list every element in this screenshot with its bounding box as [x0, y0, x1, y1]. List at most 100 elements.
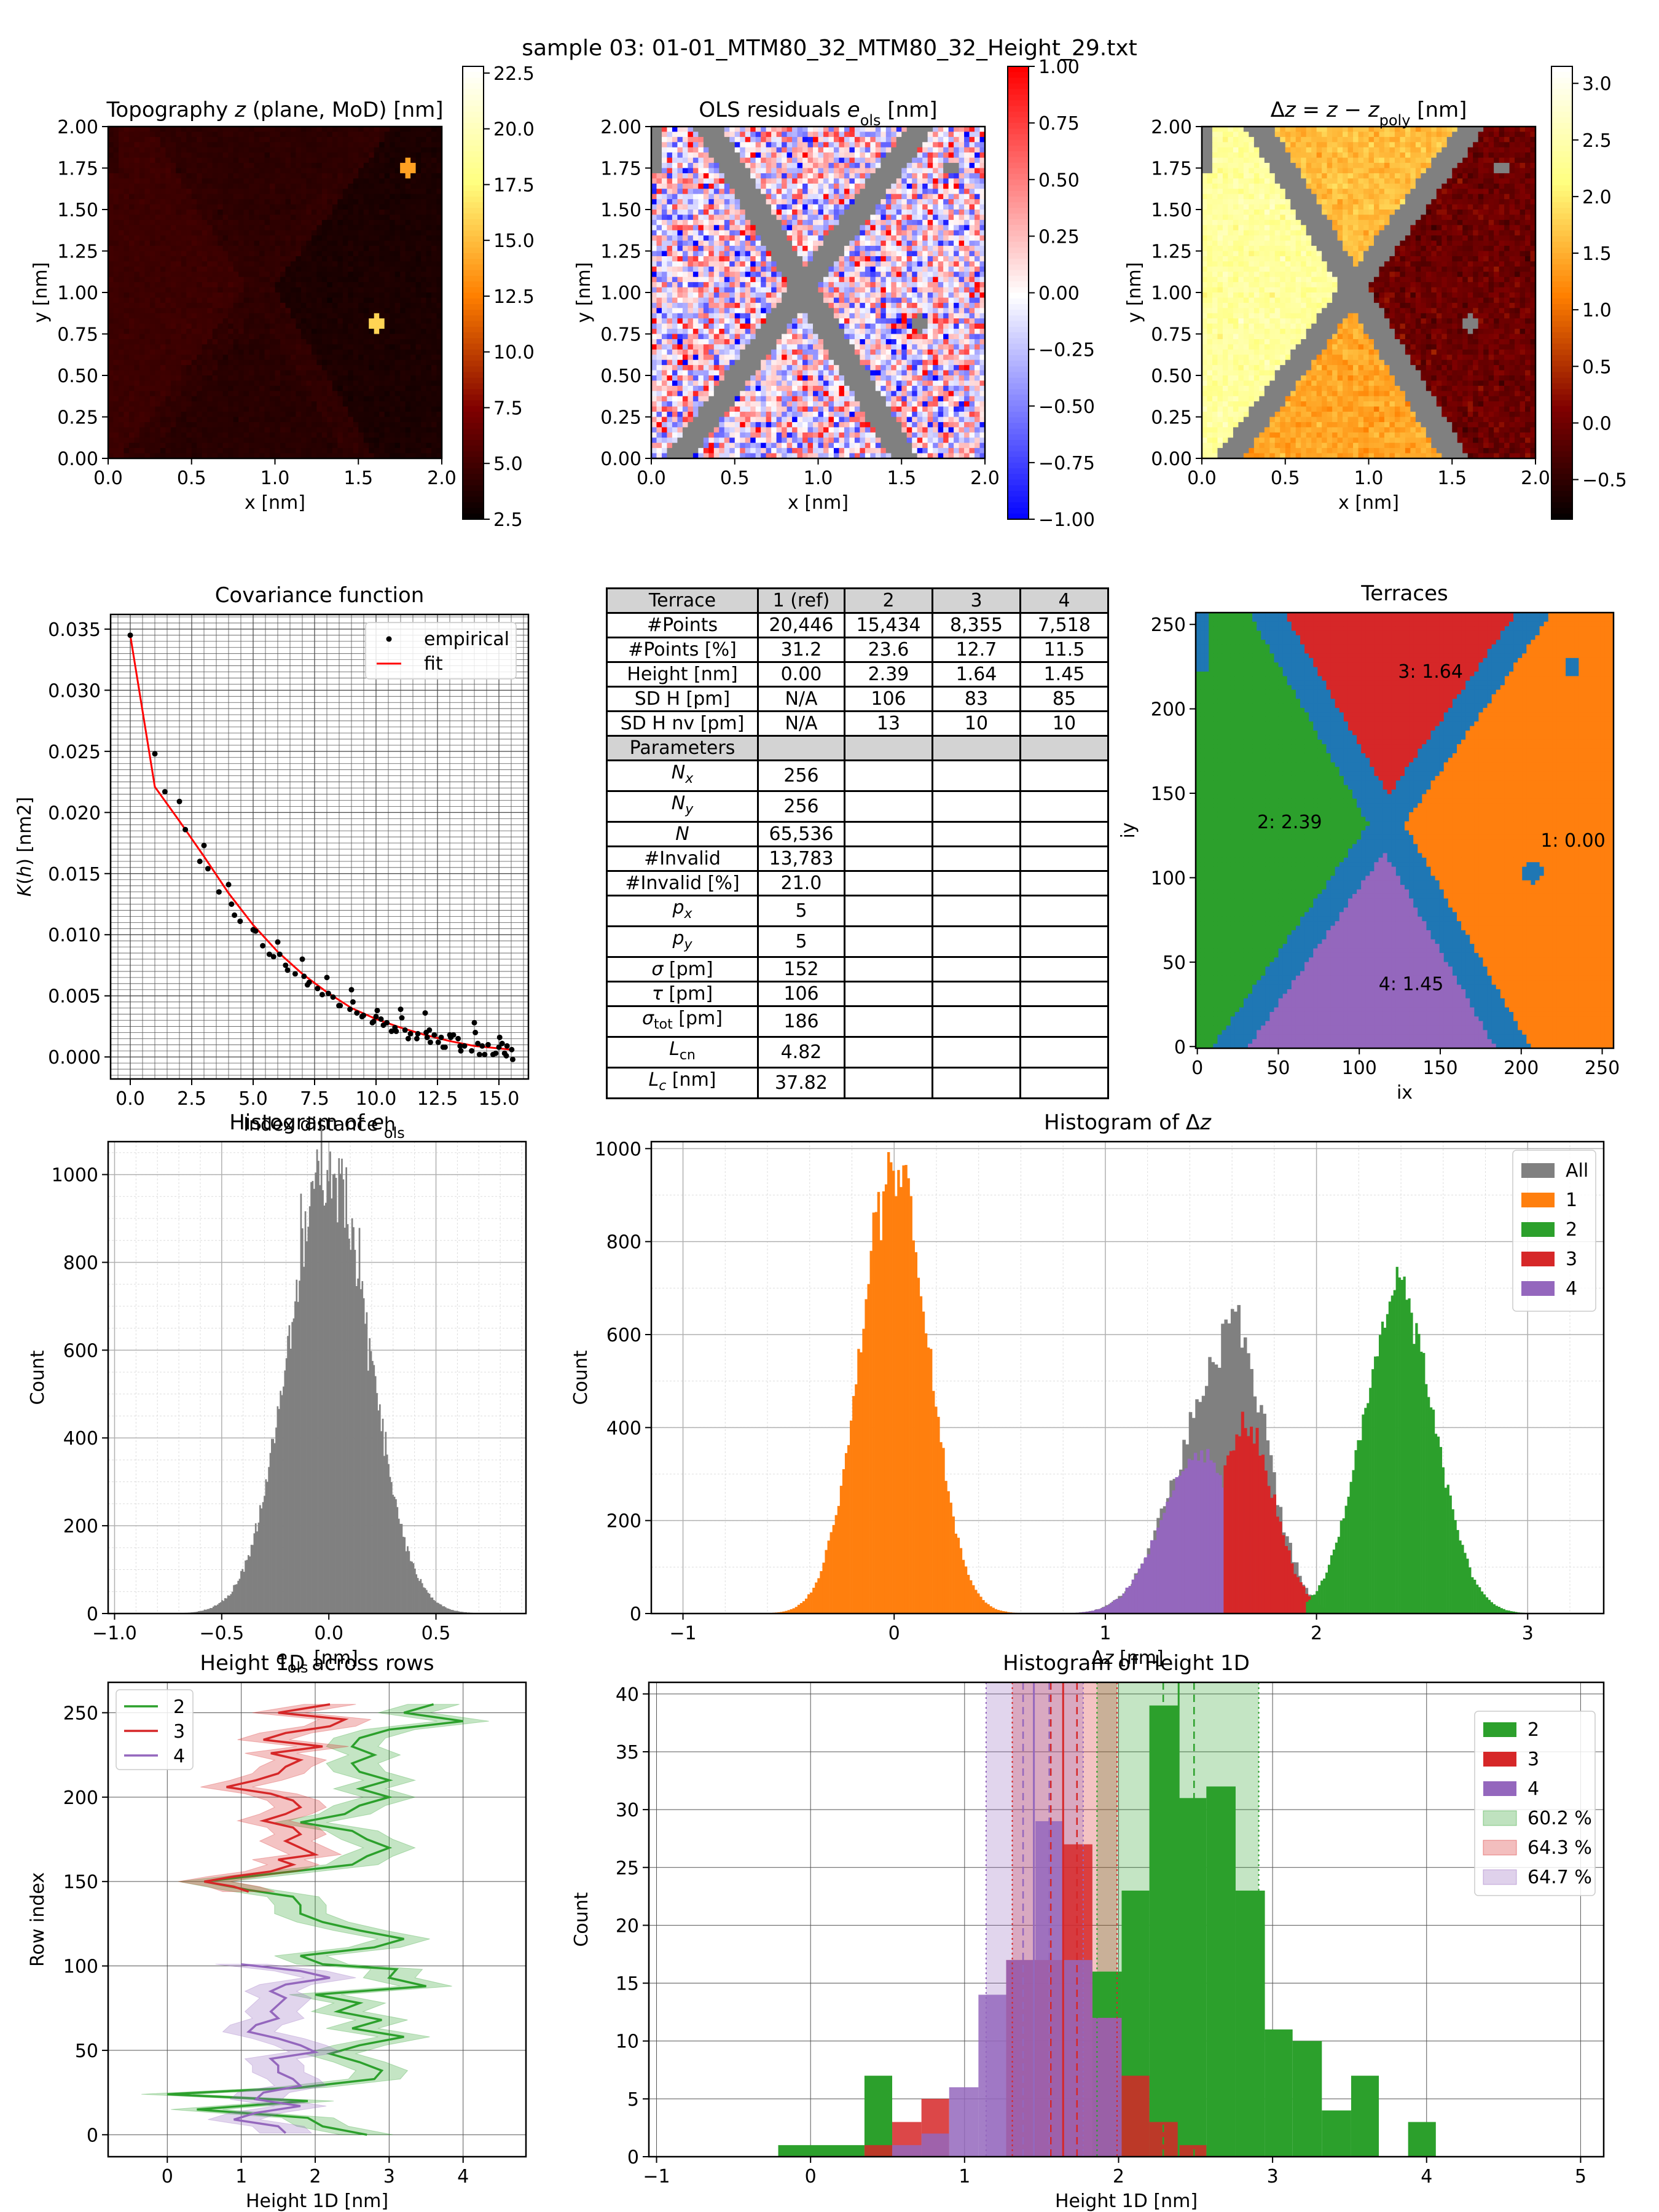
histogram-bar-2: [1439, 1446, 1443, 1614]
empirical-point: [152, 751, 158, 757]
table-cell: [931, 1005, 1021, 1038]
x-tick-label: 2: [1113, 2166, 1124, 2187]
histogram-bar: [376, 1393, 378, 1614]
histogram-bar-1: [855, 1384, 858, 1614]
empirical-point: [422, 1010, 428, 1016]
colorbar-tick-label: 0.25: [1038, 226, 1080, 248]
histogram-bar-2: [1354, 1450, 1357, 1614]
histogram-bar-1: [999, 1610, 1003, 1614]
histogram-bar-4: [1122, 1593, 1126, 1614]
histogram-bar-2: [1408, 1298, 1411, 1614]
histogram-bar: [455, 1610, 457, 1614]
legend-swatch: [1483, 1869, 1517, 1885]
empirical-point: [473, 1029, 479, 1035]
histogram-bar-1: [874, 1212, 878, 1614]
y-tick-label: 0.020: [48, 802, 101, 824]
table-cell: [844, 790, 933, 823]
hist-dz-title: Histogram of Δz: [1044, 1110, 1212, 1135]
y-tick-label: 800: [606, 1232, 641, 1253]
histogram-bar-4: [1140, 1563, 1145, 1614]
table-param-row: #Invalid [%] 21.0: [606, 870, 1109, 896]
histogram-bar-4: [1172, 1490, 1175, 1614]
histogram-bar: [442, 1606, 444, 1614]
histogram-bar-3: [1235, 1434, 1239, 1614]
histogram-bar: [215, 1605, 218, 1614]
table-cell: #Points [%]: [606, 637, 759, 663]
empirical-point: [182, 826, 189, 833]
empirical-point: [197, 858, 203, 865]
histogram-bar-2: [1337, 1537, 1341, 1614]
histogram-bar-2: [1378, 1335, 1382, 1614]
histogram-bar-2: [1347, 1496, 1350, 1614]
histogram-bar-3: [864, 2145, 893, 2157]
histogram-bar: [245, 1560, 246, 1614]
histogram-bar: [401, 1524, 403, 1614]
histogram-bar: [269, 1453, 272, 1614]
histogram-bar: [284, 1370, 286, 1614]
histogram-bar-2: [1429, 1407, 1433, 1614]
histogram-bar: [250, 1545, 253, 1614]
histogram-bar: [296, 1279, 298, 1614]
figure-suptitle: sample 03: 01-01_MTM80_32_MTM80_32_Heigh…: [0, 36, 1659, 61]
histogram-bar-2: [1342, 1518, 1345, 1614]
terrace-label: 1: 0.00: [1540, 830, 1606, 852]
y-tick-label: 150: [1151, 783, 1186, 805]
histogram-bar-3: [1302, 1586, 1306, 1614]
table-cell: [931, 1067, 1021, 1099]
y-tick-label: 0: [87, 1604, 98, 1625]
histogram-bar-2: [1502, 1609, 1505, 1614]
histogram-bar-2: [1383, 1327, 1387, 1614]
histogram-bar-2: [1437, 1437, 1440, 1614]
histogram-bar-2: [1292, 2041, 1322, 2157]
histogram-bar: [222, 1601, 225, 1614]
y-tick-label: 30: [616, 1800, 639, 1821]
histogram-bar-1: [780, 1612, 783, 1614]
histogram-bar-1: [812, 1588, 815, 1614]
legend-label: 4: [173, 1746, 185, 1767]
empirical-point: [509, 1056, 516, 1062]
histogram-bar-1: [912, 1240, 915, 1614]
empirical-point: [292, 971, 298, 977]
colorbar-label: terrace_mask: [1657, 185, 1659, 310]
histogram-bar-1: [927, 1347, 930, 1614]
table-cell: #Invalid: [606, 845, 759, 872]
histogram-bar: [280, 1390, 281, 1614]
histogram-bar: [208, 1609, 210, 1614]
table-param-row: N 65,536: [606, 821, 1109, 847]
histogram-bar-4: [1222, 1487, 1225, 1614]
histogram-bar-1: [944, 1481, 947, 1614]
table-cell: SD H [pm]: [606, 686, 759, 712]
histogram-bar: [342, 1179, 345, 1614]
y-tick-label: 0: [627, 2147, 639, 2168]
histogram-bar-1: [815, 1582, 818, 1614]
histogram-bar: [304, 1211, 307, 1614]
empirical-point: [414, 1035, 420, 1041]
histogram-bar: [218, 1602, 221, 1614]
histogram-bar-1: [877, 1191, 880, 1614]
histogram-bar-3: [1226, 1455, 1230, 1614]
histogram-bar-1: [860, 1352, 863, 1614]
histogram-bar-1: [850, 1420, 853, 1614]
histogram-bar-2: [1492, 1604, 1496, 1614]
y-tick-label: 0: [1174, 1037, 1186, 1058]
table-cell: 83: [931, 686, 1021, 712]
histogram-bar-4: [1107, 1605, 1110, 1614]
histogram-bar: [318, 1161, 320, 1614]
table-cell: 106: [757, 981, 845, 1007]
histogram-bar-2: [1413, 1344, 1416, 1614]
histogram-bar: [249, 1556, 251, 1614]
table-cell: 20,446: [757, 612, 845, 638]
histogram-bar: [415, 1574, 418, 1614]
histogram-bar-2: [1403, 1276, 1406, 1614]
y-tick-label: 0.000: [48, 1047, 101, 1069]
histogram-bar: [369, 1338, 371, 1614]
histogram-bar: [327, 1181, 330, 1614]
empirical-point: [306, 979, 312, 986]
histogram-bar-4: [1134, 1574, 1139, 1614]
y-axis-label: y [nm]: [30, 262, 52, 323]
terraces-title: Terraces: [1360, 581, 1448, 606]
y-tick-label: 200: [606, 1511, 641, 1532]
y-tick-label: 100: [1151, 868, 1186, 889]
histogram-bar: [440, 1604, 442, 1614]
colorbar-tick-label: 1.0: [1582, 300, 1612, 321]
